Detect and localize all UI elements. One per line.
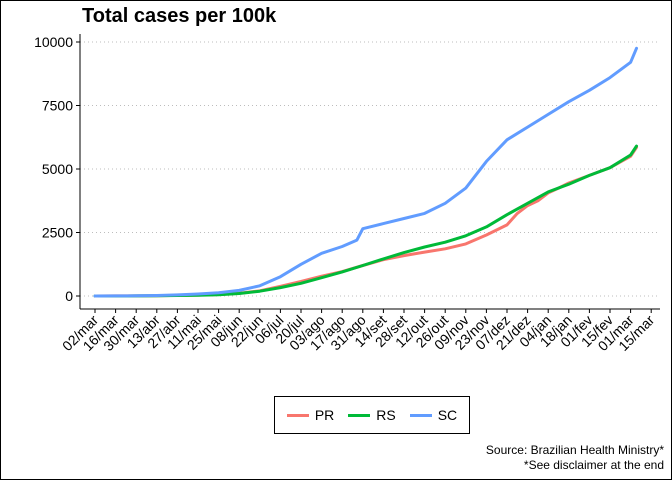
y-tick-label: 5000: [42, 161, 73, 177]
legend: PR RS SC: [274, 396, 470, 434]
chart-title: Total cases per 100k: [82, 5, 277, 27]
y-tick-label: 2500: [42, 225, 73, 241]
legend-item-rs: RS: [348, 407, 396, 423]
caption-source: Source: Brazilian Health Ministry*: [485, 443, 664, 457]
series-lines: [93, 46, 638, 298]
series-line-sc: [93, 46, 638, 298]
y-tick-label: 0: [65, 288, 73, 304]
legend-item-pr: PR: [286, 407, 335, 423]
axes: 02500500075001000002/mar16/mar30/mar13/a…: [34, 34, 660, 354]
y-tick-label: 7500: [42, 98, 73, 114]
gridlines: [80, 41, 660, 297]
y-tick-label: 10000: [34, 34, 73, 50]
legend-item-sc: SC: [409, 407, 458, 423]
legend-label-pr: PR: [314, 407, 335, 423]
legend-key-sc: [409, 413, 432, 417]
legend-label-sc: SC: [437, 407, 458, 423]
caption-disclaimer: *See disclaimer at the end: [523, 458, 664, 472]
legend-label-rs: RS: [376, 407, 396, 423]
series-line-pr: [93, 145, 638, 298]
legend-key-pr: [286, 413, 309, 417]
legend-key-rs: [348, 413, 371, 417]
